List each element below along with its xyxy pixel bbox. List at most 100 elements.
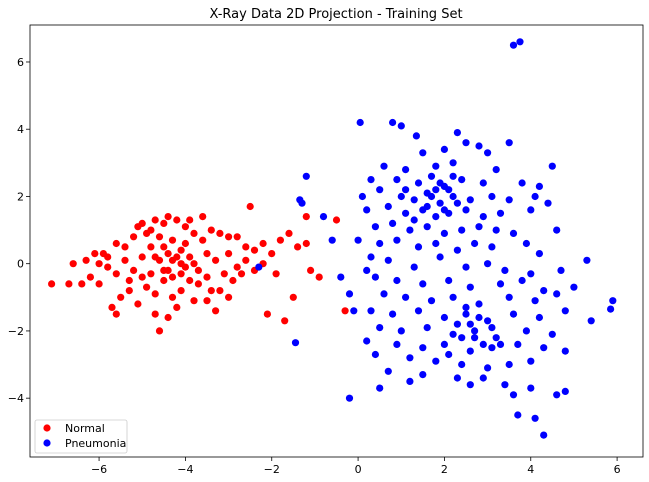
- x-axis: −6 −4 −2 0 2 4 6: [91, 457, 621, 476]
- data-point-pneumonia: [484, 317, 492, 325]
- data-point-pneumonia: [380, 162, 388, 170]
- data-point-normal: [95, 280, 103, 288]
- data-point-pneumonia: [540, 431, 548, 439]
- data-point-normal: [186, 253, 194, 261]
- data-point-pneumonia: [410, 263, 418, 271]
- data-point-normal: [108, 303, 116, 311]
- data-point-normal: [121, 243, 129, 251]
- data-point-pneumonia: [449, 172, 457, 180]
- data-point-normal: [173, 216, 181, 224]
- data-point-normal: [82, 256, 90, 264]
- data-point-normal: [225, 233, 233, 241]
- data-point-normal: [246, 202, 254, 211]
- data-point-normal: [147, 243, 155, 251]
- data-point-pneumonia: [427, 192, 436, 201]
- data-point-pneumonia: [527, 270, 535, 278]
- data-point-pneumonia: [440, 229, 448, 237]
- data-point-normal: [229, 276, 237, 285]
- data-point-pneumonia: [453, 374, 461, 382]
- data-point-pneumonia: [531, 414, 539, 422]
- data-point-pneumonia: [363, 337, 371, 345]
- series-pneumonia: [255, 38, 617, 439]
- data-point-normal: [130, 233, 138, 241]
- data-point-normal: [130, 266, 138, 274]
- data-point-normal: [48, 280, 56, 288]
- data-point-normal: [207, 287, 215, 295]
- data-point-normal: [121, 256, 129, 264]
- data-point-pneumonia: [535, 182, 544, 190]
- data-point-normal: [177, 246, 185, 254]
- data-point-pneumonia: [496, 209, 505, 217]
- data-point-normal: [151, 216, 159, 224]
- data-point-pneumonia: [557, 266, 565, 274]
- data-point-normal: [276, 236, 284, 244]
- data-point-pneumonia: [354, 236, 362, 244]
- data-point-pneumonia: [367, 307, 375, 315]
- data-point-pneumonia: [462, 139, 470, 147]
- data-point-pneumonia: [319, 213, 328, 221]
- data-point-pneumonia: [445, 350, 453, 359]
- data-point-pneumonia: [432, 357, 440, 365]
- data-point-normal: [212, 307, 220, 315]
- data-point-normal: [285, 229, 293, 237]
- data-point-normal: [302, 239, 310, 248]
- data-point-normal: [164, 250, 172, 258]
- data-point-normal: [86, 273, 94, 281]
- data-point-pneumonia: [484, 149, 492, 157]
- data-point-pneumonia: [561, 307, 569, 315]
- legend-box: [34, 419, 128, 454]
- data-point-pneumonia: [492, 166, 500, 174]
- data-point-normal: [194, 280, 202, 288]
- data-point-normal: [186, 216, 194, 224]
- data-point-pneumonia: [406, 354, 414, 362]
- y-tick-label: 4: [17, 123, 24, 136]
- data-point-pneumonia: [479, 340, 487, 348]
- data-point-pneumonia: [296, 196, 304, 204]
- legend-label-normal: Normal: [65, 422, 105, 435]
- data-point-normal: [242, 256, 250, 264]
- data-point-normal: [160, 276, 168, 285]
- data-point-normal: [160, 243, 168, 251]
- data-point-pneumonia: [462, 263, 470, 271]
- data-point-pneumonia: [496, 280, 505, 288]
- data-point-pneumonia: [583, 256, 591, 264]
- data-point-pneumonia: [505, 196, 513, 204]
- data-point-pneumonia: [609, 297, 617, 305]
- data-point-normal: [104, 253, 112, 261]
- data-point-pneumonia: [501, 266, 509, 274]
- data-point-pneumonia: [453, 320, 461, 328]
- data-point-pneumonia: [553, 290, 561, 298]
- data-point-pneumonia: [436, 199, 444, 207]
- data-point-pneumonia: [432, 239, 440, 248]
- plot-frame: [29, 24, 644, 458]
- data-point-pneumonia: [384, 367, 392, 375]
- data-point-pneumonia: [535, 313, 544, 322]
- data-point-pneumonia: [337, 273, 345, 281]
- data-point-pneumonia: [436, 253, 444, 261]
- x-tick-label: 2: [441, 463, 448, 476]
- data-point-pneumonia: [397, 192, 405, 201]
- data-point-normal: [112, 239, 120, 248]
- data-point-pneumonia: [402, 293, 410, 301]
- data-point-pneumonia: [356, 118, 364, 127]
- data-point-pneumonia: [505, 360, 513, 369]
- data-point-pneumonia: [410, 216, 418, 224]
- data-point-pneumonia: [488, 324, 496, 332]
- data-point-pneumonia: [514, 411, 522, 419]
- x-tick-label: 6: [614, 463, 621, 476]
- data-point-pneumonia: [466, 320, 474, 328]
- data-point-pneumonia: [458, 334, 466, 342]
- data-point-pneumonia: [471, 334, 479, 342]
- data-point-normal: [190, 297, 198, 305]
- y-tick-label: 6: [17, 56, 24, 69]
- x-tick-label: −4: [177, 463, 193, 476]
- data-point-normal: [177, 260, 185, 268]
- data-point-normal: [168, 293, 177, 301]
- data-point-normal: [233, 263, 241, 271]
- data-point-normal: [138, 253, 146, 261]
- data-point-pneumonia: [514, 340, 522, 348]
- x-tick-label: −6: [91, 463, 107, 476]
- data-point-pneumonia: [367, 253, 375, 261]
- data-point-normal: [104, 263, 112, 271]
- data-point-pneumonia: [484, 260, 492, 268]
